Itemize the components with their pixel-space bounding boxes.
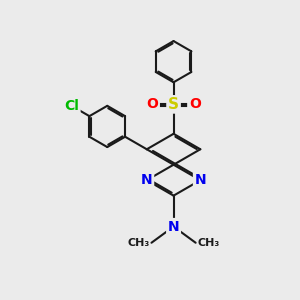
Text: CH₃: CH₃: [128, 238, 150, 248]
Text: N: N: [168, 220, 179, 234]
Text: N: N: [194, 173, 206, 187]
Text: Cl: Cl: [64, 99, 79, 113]
Text: S: S: [168, 97, 179, 112]
Text: O: O: [146, 98, 158, 111]
Text: CH₃: CH₃: [197, 238, 219, 248]
Text: O: O: [189, 98, 201, 111]
Text: N: N: [141, 173, 153, 187]
